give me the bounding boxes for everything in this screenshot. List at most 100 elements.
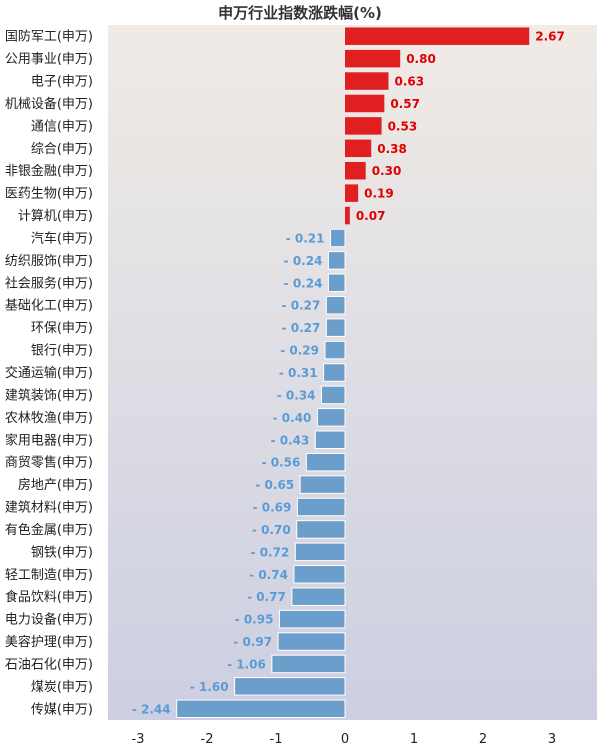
bar <box>345 49 401 68</box>
chart-title: 申万行业指数涨跌幅(%) <box>218 4 382 22</box>
category-label: 建筑装饰(申万) <box>5 387 93 403</box>
bar <box>327 273 346 293</box>
category-label: 环保(申万) <box>31 321 93 336</box>
category-label: 纺织服饰(申万) <box>5 254 93 269</box>
data-label: - 1.60 <box>190 680 229 694</box>
category-label: 煤炭(申万) <box>31 680 93 695</box>
bar <box>345 72 389 90</box>
bar <box>323 363 346 382</box>
data-label: - 0.56 <box>262 456 301 470</box>
data-label: 0.38 <box>377 142 407 156</box>
data-label: - 0.74 <box>249 568 288 582</box>
category-label: 传媒(申万) <box>31 702 93 717</box>
data-label: - 0.34 <box>277 388 316 402</box>
x-tick-label: 1 <box>410 732 418 747</box>
bar <box>345 94 385 113</box>
category-label: 石油石化(申万) <box>5 657 93 672</box>
category-label: 公用事业(申万) <box>5 52 93 67</box>
data-label: - 0.97 <box>233 635 272 649</box>
data-label: - 0.77 <box>247 590 286 604</box>
data-label: 0.19 <box>364 187 394 201</box>
bar <box>294 542 346 562</box>
bar <box>277 632 346 651</box>
bar <box>299 475 346 494</box>
data-label: - 0.40 <box>273 411 312 425</box>
data-label: 0.57 <box>390 97 420 111</box>
bar <box>271 654 346 674</box>
x-tick-label: 2 <box>479 732 487 747</box>
data-label: - 0.95 <box>235 613 274 627</box>
data-label: - 0.27 <box>282 299 321 313</box>
data-label: - 0.70 <box>252 523 291 537</box>
category-label: 国防军工(申万) <box>5 29 93 45</box>
category-label: 通信(申万) <box>31 119 93 134</box>
data-label: 0.07 <box>356 209 386 223</box>
bar <box>324 340 346 360</box>
bar <box>176 699 346 719</box>
category-label: 机械设备(申万) <box>5 96 93 112</box>
bar <box>296 520 346 539</box>
bar <box>293 565 346 584</box>
category-label: 综合(申万) <box>31 142 93 157</box>
bar <box>345 206 350 225</box>
bar <box>234 677 346 696</box>
bar <box>296 497 346 517</box>
x-tick-label: -1 <box>270 732 283 747</box>
data-label: - 0.43 <box>271 433 310 447</box>
bar <box>345 161 366 180</box>
data-label: - 0.27 <box>282 321 321 335</box>
category-label: 食品饮料(申万) <box>5 589 93 605</box>
bar <box>325 318 346 337</box>
category-label: 汽车(申万) <box>31 230 93 246</box>
category-label: 电力设备(申万) <box>5 612 93 628</box>
category-label: 有色金属(申万) <box>5 522 93 538</box>
data-label: 0.30 <box>372 164 402 178</box>
category-label: 非银金融(申万) <box>5 163 93 179</box>
x-tick-label: -3 <box>132 732 145 747</box>
bar <box>291 587 346 606</box>
bar <box>345 184 359 202</box>
data-label: - 0.69 <box>253 501 292 515</box>
bar <box>321 385 346 405</box>
bar <box>305 452 346 472</box>
category-label: 基础化工(申万) <box>5 299 93 314</box>
category-label: 社会服务(申万) <box>5 275 93 291</box>
bar <box>345 139 372 158</box>
bar <box>345 117 382 135</box>
data-label: 0.80 <box>406 52 436 66</box>
x-tick-label: 0 <box>341 732 349 747</box>
data-label: - 0.24 <box>284 254 323 268</box>
category-label: 房地产(申万) <box>18 477 93 493</box>
data-label: 0.63 <box>394 75 424 89</box>
category-label: 商贸零售(申万) <box>5 455 93 471</box>
data-label: - 0.29 <box>280 344 319 358</box>
category-label: 钢铁(申万) <box>31 545 93 560</box>
bar <box>327 251 346 270</box>
category-label: 轻工制造(申万) <box>5 568 93 583</box>
data-label: - 2.44 <box>132 702 171 716</box>
x-tick-label: -2 <box>201 732 214 747</box>
bar <box>316 408 346 427</box>
data-label: - 0.65 <box>255 478 294 492</box>
data-label: - 0.21 <box>286 231 325 245</box>
data-label: 2.67 <box>535 30 565 44</box>
data-label: - 0.24 <box>284 276 323 290</box>
category-label: 银行(申万) <box>31 344 93 359</box>
bar <box>314 430 346 450</box>
data-label: 0.53 <box>388 119 418 133</box>
data-label: - 1.06 <box>227 657 266 671</box>
category-label: 美容护理(申万) <box>5 634 93 650</box>
bar <box>345 27 530 45</box>
category-label: 农林牧渔(申万) <box>5 411 93 426</box>
x-tick-label: 3 <box>548 732 556 747</box>
category-label: 电子(申万) <box>31 75 93 90</box>
category-label: 家用电器(申万) <box>5 432 93 448</box>
category-label: 医药生物(申万) <box>5 187 93 202</box>
bar <box>325 295 346 315</box>
category-label: 建筑材料(申万) <box>5 500 93 516</box>
bar <box>330 228 346 248</box>
category-label: 计算机(申万) <box>18 209 93 224</box>
category-label: 交通运输(申万) <box>5 365 93 381</box>
data-label: - 0.31 <box>279 366 318 380</box>
